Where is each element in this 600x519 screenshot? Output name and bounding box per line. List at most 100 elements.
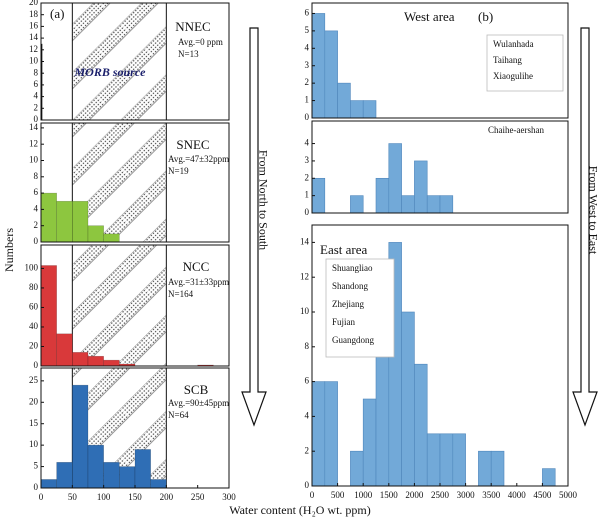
arrow-right <box>572 27 598 427</box>
y-tick-label: 5 <box>34 461 39 471</box>
panel: 0 1 2 3 4 Chaihe-aershan <box>305 120 569 217</box>
y-tick-label: 16 <box>29 20 39 30</box>
bar <box>311 381 326 487</box>
y-tick-label: 6 <box>305 8 310 18</box>
panel-title: NCC <box>183 259 210 274</box>
bar <box>72 352 89 367</box>
y-tick-label: 3 <box>305 155 310 165</box>
bar <box>388 143 402 214</box>
y-tick-label: 0 <box>305 207 310 217</box>
y-tick-label: 2 <box>305 172 310 182</box>
bar <box>439 433 454 487</box>
x-tick-label: 150 <box>128 492 142 502</box>
bar <box>87 225 104 243</box>
band-label: MORB source <box>73 65 146 79</box>
morb-band <box>72 3 167 120</box>
bar <box>103 359 120 367</box>
bar <box>414 363 428 487</box>
y-tick-label: 0 <box>305 480 310 490</box>
arrow-label: From West to East <box>586 166 600 255</box>
y-tick-label: 100 <box>25 262 39 272</box>
panel-frame <box>311 2 569 119</box>
panel: 0 1 2 3 4 5 6 West area (b) Wulanhada Taihang Xiaog… <box>305 2 569 122</box>
y-tick-label: 6 <box>305 376 310 386</box>
y-tick-label: 8 <box>34 171 39 181</box>
y-tick-label: 40 <box>29 321 39 331</box>
y-tick-label: 12 <box>29 138 38 148</box>
y-tick-label: 4 <box>34 203 39 213</box>
bar <box>134 449 151 489</box>
bar <box>426 433 441 487</box>
bar <box>542 468 556 487</box>
panel-title: NNEC <box>175 19 210 34</box>
x-tick-label: 100 <box>97 492 111 502</box>
panel-frame <box>40 122 230 243</box>
x-tick-label: 5000 <box>559 490 578 500</box>
bar <box>40 192 57 243</box>
y-tick-label: 10 <box>29 155 39 165</box>
annotation: N=13 <box>178 49 199 59</box>
bar <box>324 30 338 119</box>
x-tick-label: 2500 <box>431 490 450 500</box>
y-tick-label: 0 <box>34 236 39 246</box>
bar <box>350 450 364 487</box>
y-tick-label: 1 <box>305 95 310 105</box>
bar <box>56 200 73 243</box>
y-tick-label: 14 <box>29 32 39 42</box>
arrow-label: From North to South <box>256 150 270 250</box>
panel: 0 2 4 6 8 10 12 14 SNEC Avg.=47±32ppm N=19 <box>29 122 230 246</box>
panel-label: (b) <box>478 9 493 24</box>
panel: 0 20 40 60 80 100 NCC Avg.=31±33ppm N=164 <box>25 244 230 370</box>
panel-title: West area <box>404 9 455 24</box>
y-tick-label: 12 <box>29 44 38 54</box>
bar <box>40 265 57 367</box>
bar <box>362 100 377 119</box>
bar <box>87 444 104 489</box>
legend-entry: Shandong <box>332 281 369 291</box>
bar <box>324 381 338 487</box>
y-tick-label: 10 <box>300 306 310 316</box>
legend-entry: Guangdong <box>332 335 374 345</box>
bar <box>119 466 136 489</box>
y-tick-label: 60 <box>29 302 39 312</box>
y-tick-label: 2 <box>305 445 310 455</box>
bar <box>40 479 57 489</box>
annotation: N=164 <box>168 289 194 299</box>
y-tick-label: 25 <box>29 375 39 385</box>
x-tick-label: 4500 <box>533 490 552 500</box>
bar <box>490 450 505 487</box>
panel-frame <box>311 120 569 214</box>
x-tick-label: 0 <box>39 492 44 502</box>
x-tick-label: 4000 <box>508 490 527 500</box>
y-tick-label: 4 <box>305 410 310 420</box>
legend-box <box>325 258 395 358</box>
x-tick-label: 0 <box>310 490 315 500</box>
x-tick-label: 3500 <box>482 490 501 500</box>
x-tick-label: 1000 <box>354 490 373 500</box>
panel: 0 2 4 6 8 10 12 14 0 500 1000 1500 2000 2500 3000 3500 4… <box>300 224 578 500</box>
bar <box>103 233 120 243</box>
x-tick-label: 3000 <box>457 490 476 500</box>
x-axis-label: Water content (H₂O wt. ppm) <box>229 503 371 517</box>
bar <box>350 195 364 214</box>
x-tick-label: 2000 <box>405 490 424 500</box>
annotation: Avg.=90±45ppm <box>168 398 229 408</box>
y-tick-label: 0 <box>34 114 39 124</box>
y-tick-label: 10 <box>29 56 39 66</box>
bar <box>56 333 73 367</box>
y-tick-label: 12 <box>300 271 309 281</box>
x-tick-label: 500 <box>331 490 345 500</box>
bar <box>401 195 415 214</box>
panel-title: Chaihe-aershan <box>488 125 544 135</box>
legend-entry: Zhejiang <box>332 299 364 309</box>
legend-box <box>486 34 564 92</box>
bar <box>72 200 89 243</box>
y-tick-label: 4 <box>305 138 310 148</box>
y-tick-label: 8 <box>34 67 39 77</box>
panel-frame <box>40 244 230 367</box>
y-tick-label: 10 <box>29 439 39 449</box>
y-tick-label: 4 <box>305 42 310 52</box>
